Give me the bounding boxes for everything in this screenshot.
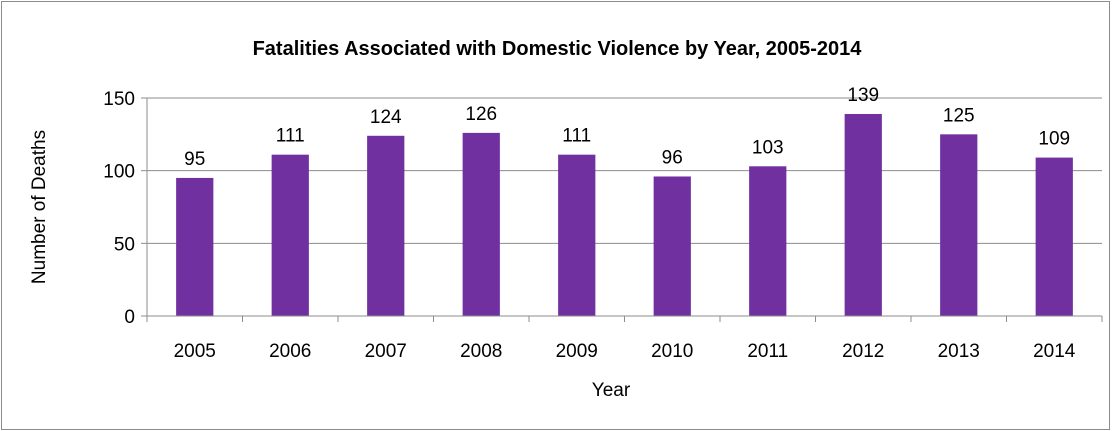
- x-tick-label: 2007: [365, 341, 407, 362]
- bars: [176, 113, 1073, 316]
- bar: [940, 134, 978, 316]
- bar: [176, 177, 214, 316]
- y-tick-label: 100: [103, 162, 135, 183]
- x-tick-label: 2006: [269, 341, 311, 362]
- x-tick-label: 2005: [174, 341, 216, 362]
- axes: [141, 97, 1103, 322]
- bar: [1035, 157, 1073, 316]
- x-tick-label: 2013: [938, 341, 980, 362]
- y-axis-title: Number of Deaths: [29, 130, 50, 284]
- bar: [749, 166, 787, 316]
- data-label: 103: [752, 137, 784, 158]
- x-tick-label: 2010: [651, 341, 693, 362]
- data-label: 95: [184, 149, 205, 170]
- data-label: 111: [562, 126, 591, 147]
- x-tick-label: 2008: [460, 341, 502, 362]
- data-label: 139: [847, 85, 879, 106]
- labels: 0 50 100 150 95 2005 111 2006 124 2007 126 2008 111 2…: [103, 85, 1076, 362]
- y-tick-label: 50: [114, 234, 135, 255]
- data-label: 124: [370, 107, 402, 128]
- x-tick-label: 2012: [842, 341, 884, 362]
- x-tick-label: 2014: [1033, 341, 1076, 362]
- chart-title: Fatalities Associated with Domestic Viol…: [253, 38, 863, 60]
- data-label: 111: [276, 126, 305, 147]
- data-label: 126: [465, 104, 497, 125]
- bar: [653, 176, 691, 316]
- data-label: 125: [943, 105, 975, 126]
- bar: [367, 135, 405, 316]
- bar: [462, 132, 500, 316]
- bar: [558, 154, 596, 316]
- bar: [271, 154, 309, 316]
- y-tick-label: 150: [103, 89, 135, 110]
- x-axis-title: Year: [592, 380, 631, 401]
- bar: [844, 113, 882, 316]
- y-tick-label: 0: [124, 307, 135, 328]
- data-label: 96: [662, 147, 683, 168]
- data-label: 109: [1038, 129, 1070, 150]
- x-tick-label: 2011: [747, 341, 788, 362]
- x-tick-label: 2009: [556, 341, 598, 362]
